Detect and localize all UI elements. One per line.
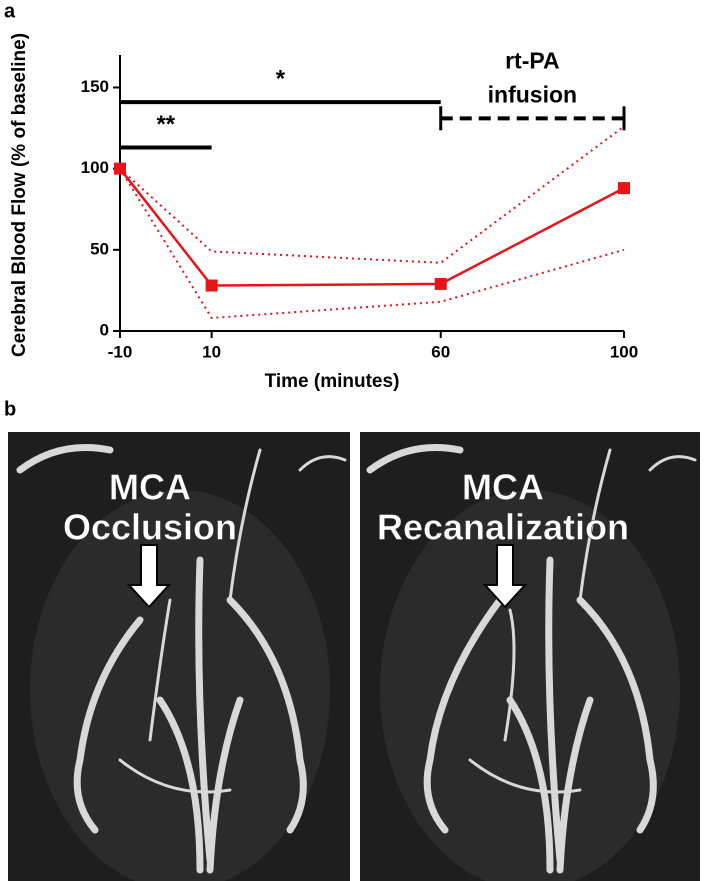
x-axis-label: Time (minutes)	[265, 371, 400, 392]
y-tick-label: 50	[90, 239, 109, 258]
vessel	[468, 448, 697, 794]
vessel	[16, 444, 307, 874]
image-text: Recanalization	[377, 507, 629, 548]
brain	[30, 490, 330, 881]
brain	[380, 490, 680, 881]
annotation-label: **	[156, 111, 175, 138]
x-tick-label: 10	[202, 342, 221, 361]
x-tick-label: -10	[108, 342, 133, 361]
annotation-label: infusion	[488, 81, 577, 107]
image-left	[8, 432, 350, 881]
marker	[618, 182, 630, 195]
y-axis-label: Cerebral Blood Flow (% of baseline)	[9, 33, 30, 357]
series-line	[119, 168, 625, 320]
image-right	[360, 432, 700, 881]
vessel	[118, 448, 347, 794]
vessel	[366, 444, 657, 874]
series-line	[119, 125, 625, 264]
x-tick-label: 60	[431, 342, 450, 361]
annotation-label: *	[276, 65, 286, 92]
y-tick-label: 0	[100, 320, 109, 339]
annotation-label: rt-PA	[505, 47, 560, 73]
series-line	[119, 167, 625, 287]
marker	[434, 277, 447, 290]
x-tick-label: 100	[610, 342, 638, 361]
arrow	[482, 544, 528, 609]
panel-label: a	[4, 0, 16, 22]
y-tick-label: 150	[81, 77, 109, 96]
y-tick-label: 100	[81, 158, 109, 177]
marker	[205, 279, 218, 292]
image-text: Occlusion	[63, 507, 237, 548]
image-text: MCA	[462, 467, 544, 508]
image-text: MCA	[109, 467, 191, 508]
arrow	[126, 544, 172, 609]
panel-label: b	[4, 398, 16, 420]
